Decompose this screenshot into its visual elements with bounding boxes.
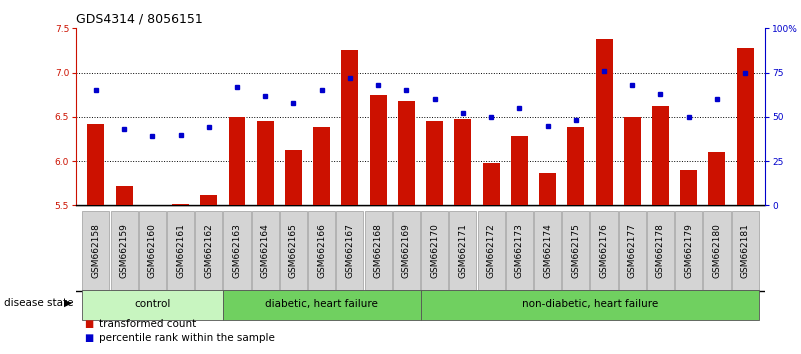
Bar bbox=[200, 195, 217, 205]
Text: GSM662160: GSM662160 bbox=[148, 223, 157, 278]
FancyBboxPatch shape bbox=[308, 211, 336, 290]
FancyBboxPatch shape bbox=[111, 211, 138, 290]
FancyBboxPatch shape bbox=[392, 211, 420, 290]
FancyBboxPatch shape bbox=[167, 211, 194, 290]
Text: GSM662172: GSM662172 bbox=[486, 223, 496, 278]
Text: ■: ■ bbox=[84, 333, 94, 343]
Text: GSM662173: GSM662173 bbox=[515, 223, 524, 278]
Text: transformed count: transformed count bbox=[99, 319, 195, 329]
Text: ▶: ▶ bbox=[64, 298, 72, 308]
FancyBboxPatch shape bbox=[223, 290, 421, 320]
FancyBboxPatch shape bbox=[223, 211, 251, 290]
Text: GSM662162: GSM662162 bbox=[204, 223, 213, 278]
Bar bbox=[87, 124, 104, 205]
FancyBboxPatch shape bbox=[421, 290, 759, 320]
FancyBboxPatch shape bbox=[195, 211, 223, 290]
Bar bbox=[709, 152, 726, 205]
Bar bbox=[567, 127, 584, 205]
Bar bbox=[680, 170, 697, 205]
FancyBboxPatch shape bbox=[534, 211, 562, 290]
Bar bbox=[228, 117, 245, 205]
Text: GSM662159: GSM662159 bbox=[119, 223, 129, 278]
Text: GSM662177: GSM662177 bbox=[628, 223, 637, 278]
FancyBboxPatch shape bbox=[280, 211, 307, 290]
Bar bbox=[398, 101, 415, 205]
Text: GSM662181: GSM662181 bbox=[741, 223, 750, 278]
Bar bbox=[341, 51, 358, 205]
Bar bbox=[454, 119, 471, 205]
FancyBboxPatch shape bbox=[82, 290, 223, 320]
Bar bbox=[652, 106, 669, 205]
Text: GSM662175: GSM662175 bbox=[571, 223, 580, 278]
Text: GDS4314 / 8056151: GDS4314 / 8056151 bbox=[76, 12, 203, 25]
FancyBboxPatch shape bbox=[731, 211, 759, 290]
Bar bbox=[257, 121, 274, 205]
Text: GSM662164: GSM662164 bbox=[261, 223, 270, 278]
Text: diabetic, heart failure: diabetic, heart failure bbox=[265, 299, 378, 309]
Text: GSM662180: GSM662180 bbox=[712, 223, 722, 278]
Text: control: control bbox=[134, 299, 171, 309]
FancyBboxPatch shape bbox=[618, 211, 646, 290]
FancyBboxPatch shape bbox=[421, 211, 449, 290]
FancyBboxPatch shape bbox=[562, 211, 590, 290]
Text: GSM662171: GSM662171 bbox=[458, 223, 467, 278]
FancyBboxPatch shape bbox=[675, 211, 702, 290]
Text: disease state: disease state bbox=[4, 298, 74, 308]
Bar bbox=[172, 204, 189, 205]
Text: GSM662178: GSM662178 bbox=[656, 223, 665, 278]
FancyBboxPatch shape bbox=[590, 211, 618, 290]
FancyBboxPatch shape bbox=[83, 211, 110, 290]
Bar bbox=[426, 121, 443, 205]
Text: GSM662170: GSM662170 bbox=[430, 223, 439, 278]
Text: GSM662168: GSM662168 bbox=[374, 223, 383, 278]
Bar bbox=[285, 150, 302, 205]
Bar bbox=[115, 186, 132, 205]
Text: non-diabetic, heart failure: non-diabetic, heart failure bbox=[521, 299, 658, 309]
Text: GSM662161: GSM662161 bbox=[176, 223, 185, 278]
Bar bbox=[737, 48, 754, 205]
Text: GSM662158: GSM662158 bbox=[91, 223, 100, 278]
Bar bbox=[511, 136, 528, 205]
Bar bbox=[483, 163, 500, 205]
FancyBboxPatch shape bbox=[647, 211, 674, 290]
Bar bbox=[596, 39, 613, 205]
Text: GSM662166: GSM662166 bbox=[317, 223, 326, 278]
Bar bbox=[370, 95, 387, 205]
Bar bbox=[539, 173, 556, 205]
FancyBboxPatch shape bbox=[252, 211, 279, 290]
FancyBboxPatch shape bbox=[139, 211, 166, 290]
FancyBboxPatch shape bbox=[477, 211, 505, 290]
FancyBboxPatch shape bbox=[505, 211, 533, 290]
FancyBboxPatch shape bbox=[449, 211, 477, 290]
FancyBboxPatch shape bbox=[364, 211, 392, 290]
FancyBboxPatch shape bbox=[336, 211, 364, 290]
Text: ■: ■ bbox=[84, 319, 94, 329]
Text: GSM662176: GSM662176 bbox=[599, 223, 609, 278]
Text: GSM662163: GSM662163 bbox=[232, 223, 242, 278]
Bar bbox=[624, 117, 641, 205]
Text: GSM662169: GSM662169 bbox=[402, 223, 411, 278]
Bar bbox=[313, 127, 330, 205]
Text: GSM662179: GSM662179 bbox=[684, 223, 693, 278]
Text: percentile rank within the sample: percentile rank within the sample bbox=[99, 333, 275, 343]
Text: GSM662167: GSM662167 bbox=[345, 223, 355, 278]
Text: GSM662174: GSM662174 bbox=[543, 223, 552, 278]
Text: GSM662165: GSM662165 bbox=[289, 223, 298, 278]
FancyBboxPatch shape bbox=[703, 211, 731, 290]
